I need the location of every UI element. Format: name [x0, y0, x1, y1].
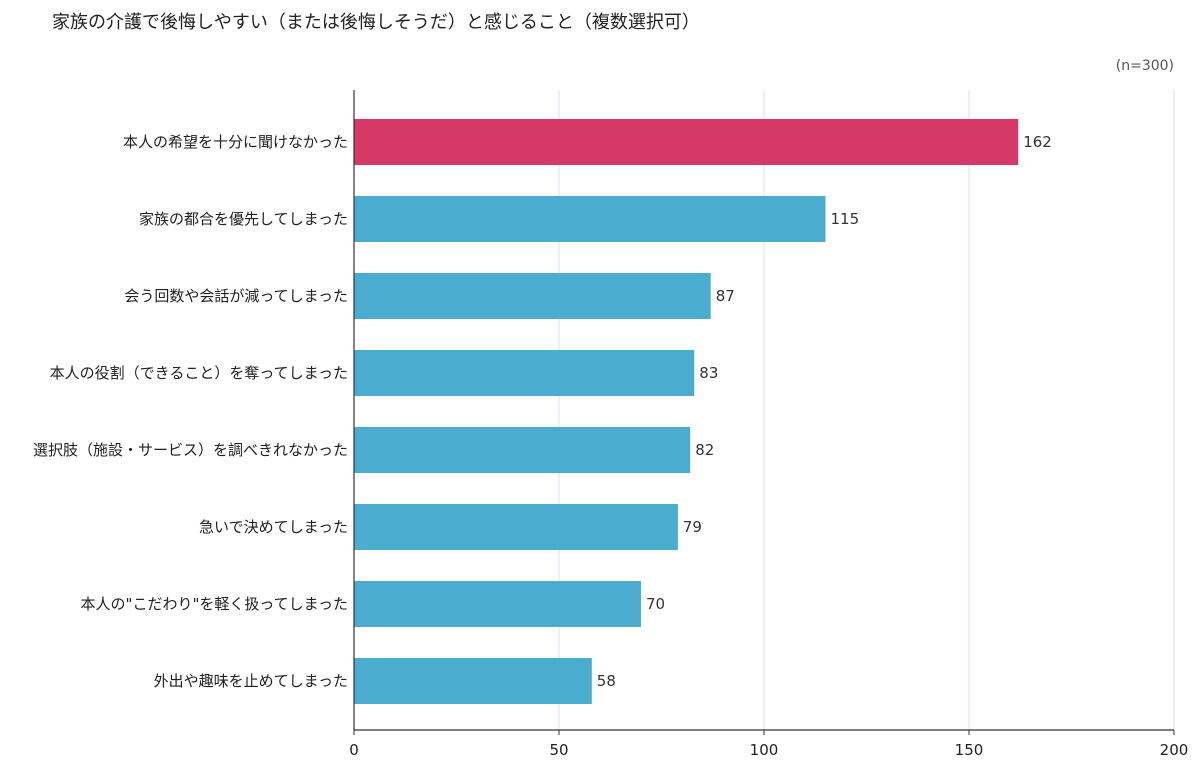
x-tick-label: 100: [750, 741, 779, 759]
bar: [354, 504, 678, 550]
value-label: 115: [831, 210, 860, 228]
value-label: 162: [1023, 133, 1052, 151]
category-label: 本人の"こだわり"を軽く扱ってしまった: [81, 595, 348, 613]
category-label: 家族の都合を優先してしまった: [139, 210, 348, 228]
value-label: 58: [597, 672, 616, 690]
category-label: 会う回数や会話が減ってしまった: [124, 287, 348, 305]
x-tick-label: 150: [955, 741, 984, 759]
x-tick-label: 50: [549, 741, 568, 759]
value-label: 70: [646, 595, 665, 613]
sample-size-note: (n=300): [1115, 58, 1174, 74]
gridlines: [558, 90, 1175, 730]
bar: [354, 350, 695, 396]
value-label: 87: [716, 287, 735, 305]
bar: [354, 658, 592, 704]
category-label: 本人の希望を十分に聞けなかった: [123, 133, 348, 151]
bar: [354, 273, 711, 319]
category-label: 本人の役割（できること）を奪ってしまった: [50, 364, 348, 382]
x-tick-label: 0: [349, 741, 359, 759]
bar: [354, 196, 826, 242]
value-label: 79: [683, 518, 702, 536]
category-labels: 本人の希望を十分に聞けなかった家族の都合を優先してしまった会う回数や会話が減って…: [33, 133, 348, 690]
category-label: 外出や趣味を止めてしまった: [154, 672, 348, 690]
x-tick-label: 200: [1160, 741, 1189, 759]
bars: [354, 119, 1019, 704]
bar: [354, 581, 641, 627]
bar: [354, 119, 1019, 165]
chart-title: 家族の介護で後悔しやすい（または後悔しそうだ）と感じること（複数選択可）: [52, 12, 700, 33]
bar: [354, 427, 691, 473]
value-label: 83: [699, 364, 718, 382]
category-label: 急いで決めてしまった: [199, 518, 348, 536]
value-label: 82: [695, 441, 714, 459]
x-axis: 0 50 100 150 200: [349, 90, 1188, 759]
category-label: 選択肢（施設・サービス）を調べきれなかった: [33, 441, 348, 459]
value-labels: 162 115 87 83 82 79 70 58: [597, 133, 1052, 690]
